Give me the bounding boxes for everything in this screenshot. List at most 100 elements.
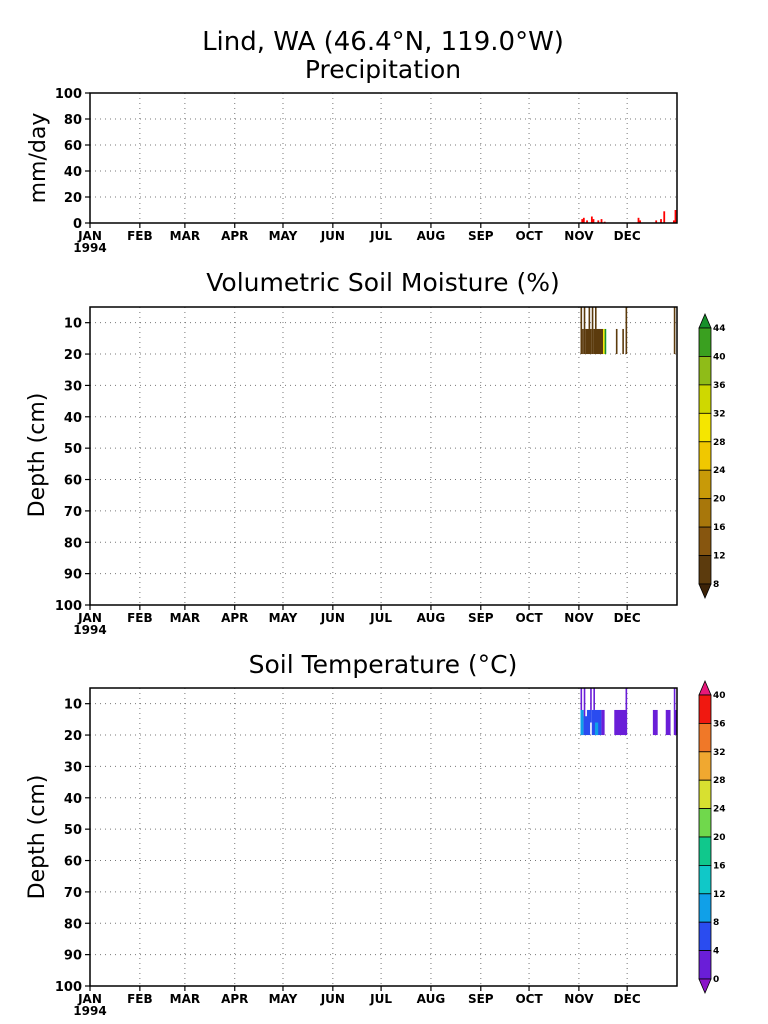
p2-cell xyxy=(622,328,624,355)
p2-cbar-label: 12 xyxy=(713,552,726,562)
p3-cbar-bottom xyxy=(698,978,712,995)
p2-xtick-label: OCT xyxy=(515,611,543,625)
p3-xtick-label: DEC xyxy=(614,992,641,1006)
p2-cell xyxy=(588,307,591,329)
p3-ytick-label: 50 xyxy=(64,823,82,838)
p2-ytick-label: 80 xyxy=(64,536,82,551)
p3-xtick-label: FEB xyxy=(127,992,153,1006)
figure-title: Lind, WA (46.4°N, 119.0°W) xyxy=(202,27,564,57)
p2-cbar-label: 44 xyxy=(713,324,726,334)
precipitation-ylabel: mm/day xyxy=(26,113,51,204)
p2-cbar-label: 32 xyxy=(713,409,726,419)
p2-cell xyxy=(615,328,618,355)
p3-cbar-top xyxy=(698,679,712,696)
precip-bar xyxy=(655,220,658,223)
p2-cbar-segment xyxy=(698,356,712,386)
precip-bar xyxy=(586,220,588,223)
p3-cbar-label: 16 xyxy=(713,861,726,871)
p3-cbar-segment xyxy=(698,808,712,838)
precip-xtick-label: NOV xyxy=(564,229,594,243)
p3-cell xyxy=(583,716,591,736)
p3-cell xyxy=(583,688,586,736)
soil-temperature-cells xyxy=(580,688,677,736)
soil-moisture-ylabel: Depth (cm) xyxy=(25,393,50,518)
p2-ytick-label: 60 xyxy=(64,474,82,489)
precip-bar xyxy=(600,219,603,223)
p2-cbar-segment xyxy=(698,526,712,556)
p2-ytick-label: 10 xyxy=(64,317,82,332)
p3-ytick-label: 30 xyxy=(64,760,82,775)
p3-cbar-label: 36 xyxy=(713,719,726,729)
p2-cell xyxy=(580,307,583,355)
soil-moisture-cells xyxy=(580,307,676,355)
precip-bar xyxy=(672,220,675,223)
p2-cbar-segment xyxy=(698,412,712,443)
p2-cbar-top xyxy=(698,312,712,329)
p3-cell xyxy=(590,688,592,710)
p2-cell xyxy=(583,307,586,355)
p2-cell xyxy=(594,307,597,329)
p3-cell xyxy=(594,722,599,736)
precip-xtick-label: DEC xyxy=(614,229,641,243)
precipitation-title: Precipitation xyxy=(305,55,461,84)
p3-xtick-label: NOV xyxy=(564,992,594,1006)
p3-ytick-label: 20 xyxy=(64,729,82,744)
precip-ytick-label: 40 xyxy=(64,165,82,180)
p3-ytick-label: 60 xyxy=(64,855,82,870)
p3-xtick-label: MAY xyxy=(269,992,298,1006)
soil-moisture-frame xyxy=(89,306,678,606)
p2-cbar-label: 28 xyxy=(713,438,726,448)
p2-cell xyxy=(673,307,676,355)
p2-cbar-segment xyxy=(698,441,712,471)
p2-xtick-label: SEP xyxy=(468,611,494,625)
precip-bar xyxy=(590,216,593,223)
p2-cbar-label: 40 xyxy=(713,352,726,362)
p2-ytick-label: 30 xyxy=(64,379,82,394)
precip-xtick-label: APR xyxy=(221,229,248,243)
p3-cbar-segment xyxy=(698,950,712,980)
p2-cell xyxy=(582,328,584,355)
p3-cbar-label: 28 xyxy=(713,776,726,786)
p2-cell xyxy=(603,328,605,355)
precip-bar xyxy=(597,220,600,223)
precipitation-bars xyxy=(581,210,677,223)
precip-ytick-label: 80 xyxy=(64,113,82,128)
p3-cbar-label: 12 xyxy=(713,890,726,900)
p3-xtick-label: MAR xyxy=(170,992,200,1006)
p3-cbar-segment xyxy=(698,836,712,866)
p3-cbar-label: 8 xyxy=(713,918,719,928)
precip-xtick-label: MAR xyxy=(170,229,200,243)
p3-cbar-segment xyxy=(698,921,712,952)
precip-bar xyxy=(663,211,666,223)
p2-cell xyxy=(625,307,628,355)
precip-year-label: 1994 xyxy=(73,241,106,255)
p3-cell xyxy=(673,688,676,710)
precipitation-frame xyxy=(89,92,678,224)
p2-xtick-label: JAN xyxy=(77,611,102,625)
precip-bar xyxy=(674,210,677,223)
p2-xtick-label: NOV xyxy=(564,611,594,625)
p2-cell xyxy=(585,328,592,355)
soil-temperature-frame xyxy=(89,687,678,987)
p3-cbar-segment xyxy=(698,893,712,923)
p2-ytick-label: 40 xyxy=(64,411,82,426)
precip-ytick-label: 20 xyxy=(64,191,82,206)
precip-bar xyxy=(582,217,585,223)
soil-temperature-ylabel: Depth (cm) xyxy=(25,775,50,900)
p2-cbar-label: 8 xyxy=(713,580,719,590)
p3-cbar-label: 24 xyxy=(713,805,726,815)
p3-cbar-segment xyxy=(698,694,712,724)
p3-cell xyxy=(617,709,628,736)
p2-cbar-bottom xyxy=(698,583,712,600)
p2-xtick-label: MAR xyxy=(170,611,200,625)
p3-ytick-label: 100 xyxy=(55,980,82,995)
p3-ytick-label: 40 xyxy=(64,792,82,807)
p3-xtick-label: JUL xyxy=(369,992,392,1006)
p3-xtick-label: SEP xyxy=(468,992,494,1006)
p3-cell xyxy=(580,709,584,736)
p3-xtick-label: JAN xyxy=(77,992,102,1006)
p2-ytick-label: 50 xyxy=(64,442,82,457)
soil-moisture-title: Volumetric Soil Moisture (%) xyxy=(206,268,560,297)
p2-ytick-label: 20 xyxy=(64,348,82,363)
